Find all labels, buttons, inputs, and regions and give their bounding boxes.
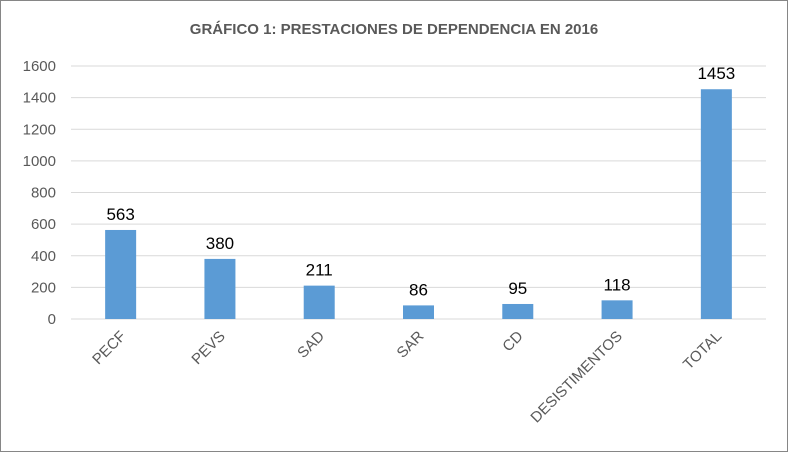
x-tick-label: SAR bbox=[393, 328, 427, 362]
data-label: 1453 bbox=[697, 64, 735, 83]
bar bbox=[204, 258, 236, 319]
x-tick-label: CD bbox=[499, 328, 526, 355]
data-label: 95 bbox=[508, 279, 527, 298]
chart-title: GRÁFICO 1: PRESTACIONES DE DEPENDENCIA E… bbox=[189, 21, 599, 38]
y-tick-label: 1400 bbox=[23, 90, 56, 107]
bar bbox=[303, 285, 335, 319]
data-label: 563 bbox=[106, 205, 134, 224]
data-label: 211 bbox=[306, 261, 333, 280]
data-label: 118 bbox=[604, 275, 631, 294]
x-tick-label: PECF bbox=[89, 328, 129, 368]
bar bbox=[700, 89, 732, 319]
y-tick-label: 1200 bbox=[23, 121, 56, 138]
bar bbox=[601, 300, 633, 319]
data-label: 86 bbox=[409, 280, 428, 299]
x-tick-label: PEVS bbox=[188, 328, 228, 368]
y-tick-label: 200 bbox=[31, 279, 56, 296]
x-tick-label: SAD bbox=[294, 328, 328, 362]
y-tick-label: 1600 bbox=[23, 58, 56, 75]
y-tick-label: 400 bbox=[31, 248, 56, 265]
y-tick-label: 0 bbox=[48, 311, 56, 328]
y-tick-label: 800 bbox=[31, 185, 56, 202]
y-tick-label: 600 bbox=[31, 216, 56, 233]
x-tick-label: DESISTIMENTOS bbox=[527, 328, 625, 426]
x-tick-label: TOTAL bbox=[680, 328, 725, 373]
data-label: 380 bbox=[206, 234, 234, 253]
bar bbox=[105, 229, 137, 319]
bar bbox=[502, 303, 534, 319]
y-tick-label: 1000 bbox=[23, 153, 56, 170]
bar bbox=[403, 305, 434, 319]
